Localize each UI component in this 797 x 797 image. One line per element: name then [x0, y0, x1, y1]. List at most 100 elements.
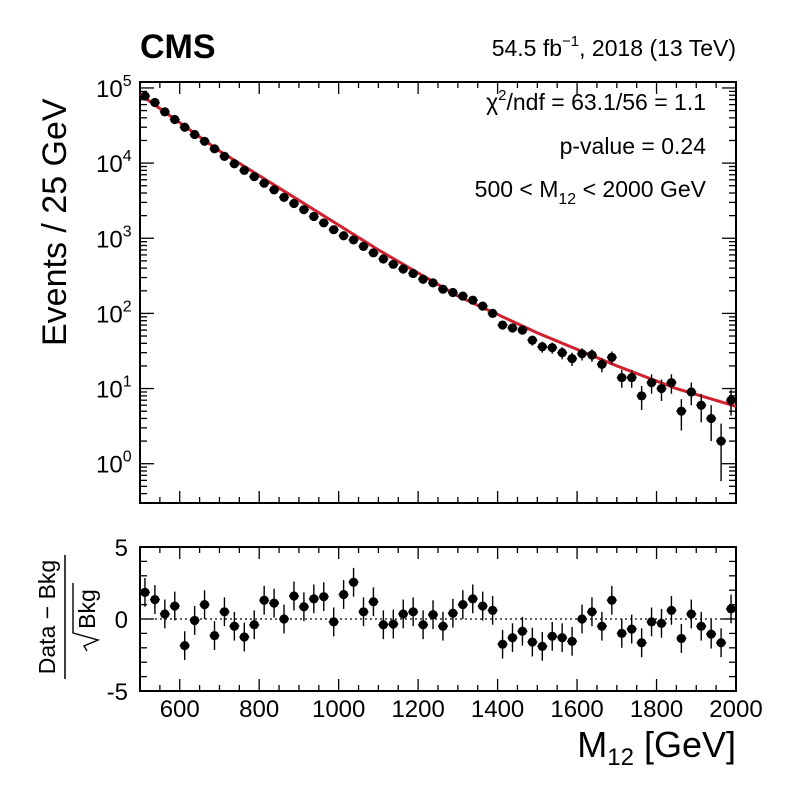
data-point: [437, 284, 448, 294]
marker: [368, 248, 379, 258]
ratio-marker: [527, 637, 537, 647]
marker: [507, 323, 518, 333]
data-point: [646, 374, 657, 394]
ratio-point: [229, 611, 240, 641]
data-point: [259, 178, 270, 188]
ratio-point: [269, 588, 280, 618]
marker: [646, 378, 657, 388]
ratio-marker: [408, 607, 418, 617]
ratio-y-tick-label: -5: [107, 679, 128, 706]
ratio-point: [199, 590, 210, 619]
ratio-marker: [259, 595, 269, 605]
ratio-marker: [329, 617, 339, 627]
data-point: [596, 357, 607, 373]
data-point: [497, 320, 508, 330]
ratio-point: [477, 591, 488, 621]
ratio-point: [328, 607, 339, 637]
ratio-marker: [309, 594, 319, 604]
marker: [378, 254, 388, 264]
ratio-marker: [180, 641, 190, 651]
data-point: [447, 287, 458, 298]
data-point: [626, 369, 637, 388]
marker: [309, 211, 319, 222]
marker: [617, 372, 627, 383]
marker: [348, 235, 359, 245]
marker: [438, 284, 448, 294]
data-point: [477, 301, 488, 311]
ratio-point: [428, 600, 439, 630]
ratio-marker: [497, 639, 508, 649]
marker: [249, 172, 259, 182]
ratio-marker: [656, 618, 667, 628]
x-tick-label: 1800: [630, 696, 683, 723]
main-data-points: [139, 91, 737, 482]
marker: [229, 159, 239, 169]
ratio-marker: [726, 604, 736, 614]
marker: [418, 274, 428, 284]
data-point: [517, 325, 528, 335]
ratio-marker: [547, 631, 557, 641]
ratio-point: [408, 597, 419, 627]
data-point: [219, 151, 230, 161]
data-point: [557, 347, 568, 360]
data-point: [527, 335, 538, 346]
ratio-marker: [716, 638, 726, 648]
ratio-point: [348, 567, 359, 597]
ratio-marker: [507, 633, 518, 643]
marker: [160, 107, 170, 117]
x-tick-label: 1600: [550, 696, 603, 723]
ratio-marker: [319, 592, 329, 602]
data-point: [249, 172, 260, 182]
main-y-tick-label: 103: [96, 223, 132, 253]
ratio-point: [716, 628, 727, 658]
data-point: [308, 211, 319, 222]
main-y-axis-title: Events / 25 GeV: [36, 98, 74, 346]
data-point: [169, 114, 180, 125]
data-point: [507, 323, 518, 333]
data-point: [716, 423, 727, 482]
marker: [517, 325, 528, 335]
ratio-y-tick-labels: 5 0 -5: [107, 535, 128, 706]
marker: [209, 144, 220, 154]
ratio-marker: [398, 609, 408, 619]
marker: [170, 114, 180, 125]
data-point: [467, 295, 478, 305]
data-point: [656, 379, 667, 401]
marker: [478, 301, 488, 311]
marker: [716, 436, 726, 446]
ratio-marker: [577, 614, 587, 624]
marker: [577, 349, 587, 359]
marker: [627, 372, 637, 383]
data-point: [487, 308, 498, 319]
ratio-point: [726, 594, 737, 624]
ratio-point: [686, 599, 697, 629]
ratio-marker: [150, 594, 160, 605]
data-point: [368, 248, 379, 258]
ratio-point: [547, 621, 558, 651]
ratio-point: [527, 627, 538, 657]
ratio-marker: [428, 610, 438, 620]
ratio-marker: [229, 621, 239, 631]
data-point: [408, 268, 419, 279]
marker: [428, 278, 438, 288]
marker: [537, 342, 547, 352]
marker: [527, 335, 537, 345]
main-y-tick-label: 104: [96, 148, 132, 178]
data-point: [676, 399, 687, 431]
x-tick-labels: 600 800 1000 1200 1400 1600 1800 2000: [160, 696, 763, 723]
ratio-point: [507, 623, 518, 653]
ratio-marker: [348, 577, 359, 587]
marker: [666, 378, 677, 388]
marker: [656, 383, 667, 394]
ratio-marker: [468, 594, 478, 604]
ratio-marker: [478, 601, 488, 611]
data-point: [547, 342, 558, 354]
data-point: [209, 144, 220, 154]
marker: [458, 291, 468, 301]
ratio-marker: [339, 589, 349, 600]
ratio-point: [398, 599, 409, 629]
ratio-point: [457, 590, 468, 619]
ratio-point: [308, 584, 319, 614]
ratio-marker: [170, 601, 180, 611]
